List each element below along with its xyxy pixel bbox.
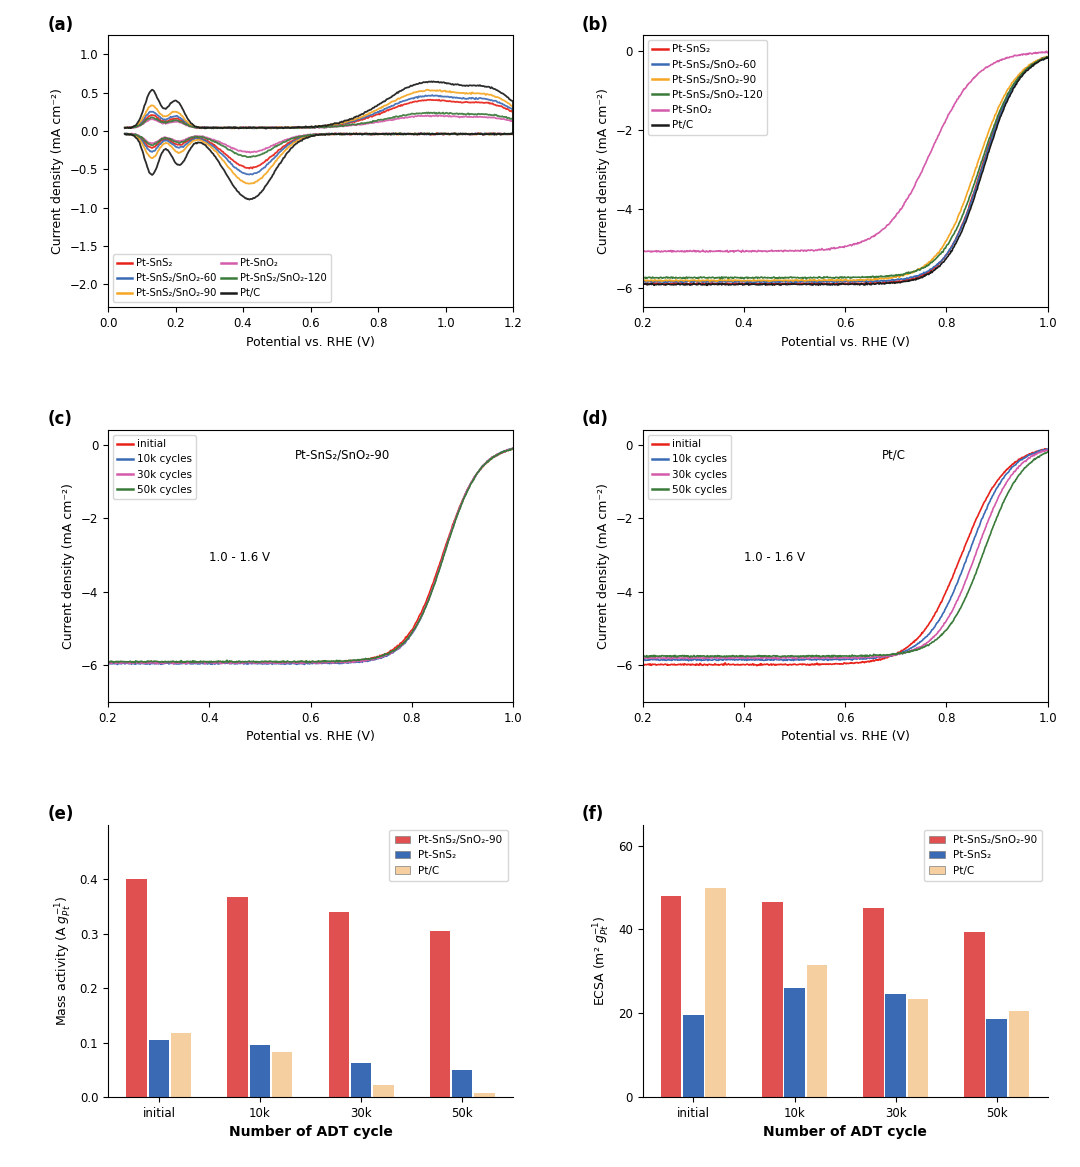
- Bar: [328, 911, 349, 1097]
- Bar: [784, 988, 805, 1097]
- Y-axis label: Current density (mA cm⁻²): Current density (mA cm⁻²): [597, 483, 610, 649]
- Bar: [684, 1015, 704, 1097]
- Legend: Pt-SnS₂, Pt-SnS₂/SnO₂-60, Pt-SnS₂/SnO₂-90, Pt-SnO₂, Pt-SnS₂/SnO₂-120, Pt/C: Pt-SnS₂, Pt-SnS₂/SnO₂-60, Pt-SnS₂/SnO₂-9…: [113, 254, 332, 302]
- Bar: [661, 896, 681, 1097]
- Text: (a): (a): [48, 15, 73, 34]
- Y-axis label: Current density (mA cm⁻²): Current density (mA cm⁻²): [51, 89, 64, 254]
- Bar: [430, 931, 450, 1097]
- Bar: [272, 1053, 293, 1097]
- Text: (c): (c): [48, 411, 72, 428]
- Bar: [807, 965, 827, 1097]
- Text: (e): (e): [48, 805, 73, 823]
- Bar: [351, 1063, 372, 1097]
- Bar: [964, 931, 985, 1097]
- Bar: [907, 999, 928, 1097]
- Y-axis label: Mass activity (A $g_{Pt}^{-1}$): Mass activity (A $g_{Pt}^{-1}$): [54, 895, 75, 1026]
- Text: (b): (b): [582, 15, 609, 34]
- Y-axis label: ECSA (m² $g_{Pt}^{-1}$): ECSA (m² $g_{Pt}^{-1}$): [592, 915, 612, 1006]
- Bar: [228, 896, 248, 1097]
- X-axis label: Potential vs. RHE (V): Potential vs. RHE (V): [781, 336, 909, 349]
- Text: Pt/C: Pt/C: [881, 449, 906, 462]
- Legend: initial, 10k cycles, 30k cycles, 50k cycles: initial, 10k cycles, 30k cycles, 50k cyc…: [648, 435, 731, 499]
- Bar: [886, 994, 906, 1097]
- Bar: [249, 1044, 270, 1097]
- Bar: [171, 1033, 191, 1097]
- Text: 1.0 - 1.6 V: 1.0 - 1.6 V: [210, 551, 270, 564]
- Legend: Pt-SnS₂/SnO₂-90, Pt-SnS₂, Pt/C: Pt-SnS₂/SnO₂-90, Pt-SnS₂, Pt/C: [389, 830, 508, 881]
- Bar: [126, 879, 147, 1097]
- X-axis label: Number of ADT cycle: Number of ADT cycle: [764, 1125, 927, 1139]
- Bar: [451, 1070, 472, 1097]
- X-axis label: Potential vs. RHE (V): Potential vs. RHE (V): [246, 336, 375, 349]
- Text: (d): (d): [582, 411, 609, 428]
- Legend: Pt-SnS₂/SnO₂-90, Pt-SnS₂, Pt/C: Pt-SnS₂/SnO₂-90, Pt-SnS₂, Pt/C: [923, 830, 1042, 881]
- Bar: [762, 902, 783, 1097]
- Legend: Pt-SnS₂, Pt-SnS₂/SnO₂-60, Pt-SnS₂/SnO₂-90, Pt-SnS₂/SnO₂-120, Pt-SnO₂, Pt/C: Pt-SnS₂, Pt-SnS₂/SnO₂-60, Pt-SnS₂/SnO₂-9…: [648, 40, 767, 134]
- Text: (f): (f): [582, 805, 604, 823]
- Bar: [149, 1040, 170, 1097]
- Bar: [1009, 1011, 1029, 1097]
- X-axis label: Potential vs. RHE (V): Potential vs. RHE (V): [246, 731, 375, 743]
- Bar: [863, 908, 883, 1097]
- Text: Pt-SnS₂/SnO₂-90: Pt-SnS₂/SnO₂-90: [295, 449, 391, 462]
- Y-axis label: Current density (mA cm⁻²): Current density (mA cm⁻²): [597, 89, 610, 254]
- Legend: initial, 10k cycles, 30k cycles, 50k cycles: initial, 10k cycles, 30k cycles, 50k cyc…: [113, 435, 197, 499]
- X-axis label: Number of ADT cycle: Number of ADT cycle: [229, 1125, 392, 1139]
- Y-axis label: Current density (mA cm⁻²): Current density (mA cm⁻²): [63, 483, 76, 649]
- Bar: [705, 888, 726, 1097]
- Bar: [373, 1085, 393, 1097]
- Bar: [986, 1020, 1007, 1097]
- X-axis label: Potential vs. RHE (V): Potential vs. RHE (V): [781, 731, 909, 743]
- Text: 1.0 - 1.6 V: 1.0 - 1.6 V: [744, 551, 805, 564]
- Bar: [474, 1092, 495, 1097]
